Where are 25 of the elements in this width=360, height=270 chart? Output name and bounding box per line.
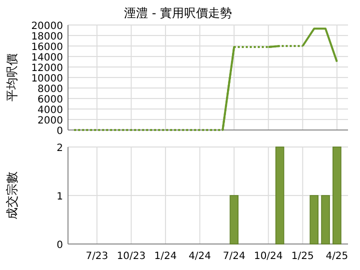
y-tick-label: 18000 <box>31 32 63 42</box>
x-tick-label: 1/25 <box>291 251 314 262</box>
y-tick-label: 12000 <box>31 63 63 74</box>
y-tick-label: 0 <box>56 126 63 137</box>
x-tick-label: 10/24 <box>254 251 283 262</box>
x-tick-label: 10/23 <box>116 251 146 262</box>
x-tick-label: 1/24 <box>154 251 177 262</box>
y-axis-title: 平均呎價 <box>5 54 19 102</box>
y-tick-label: 8000 <box>38 84 63 95</box>
y-tick-label: 1 <box>56 192 63 202</box>
x-tick-label: 4/25 <box>326 251 348 262</box>
y-tick-label: 20000 <box>31 21 63 32</box>
y-tick-label: 16000 <box>31 42 63 53</box>
y-tick-label: 4000 <box>38 105 63 116</box>
y-axis-title: 成交宗數 <box>5 172 19 220</box>
y-tick-label: 2 <box>56 143 63 154</box>
x-tick-label: 4/24 <box>188 251 212 262</box>
x-tick-label: 7/23 <box>86 251 108 262</box>
y-tick-label: 14000 <box>31 52 63 64</box>
y-tick-label: 6000 <box>38 94 63 106</box>
y-tick-label: 0 <box>56 240 63 251</box>
y-tick-label: 10000 <box>31 74 63 84</box>
chart-title: 湮澧 - 實用呎價走勢 <box>124 6 232 20</box>
y-tick-label: 2000 <box>38 116 63 126</box>
x-tick-label: 7/24 <box>222 251 246 262</box>
